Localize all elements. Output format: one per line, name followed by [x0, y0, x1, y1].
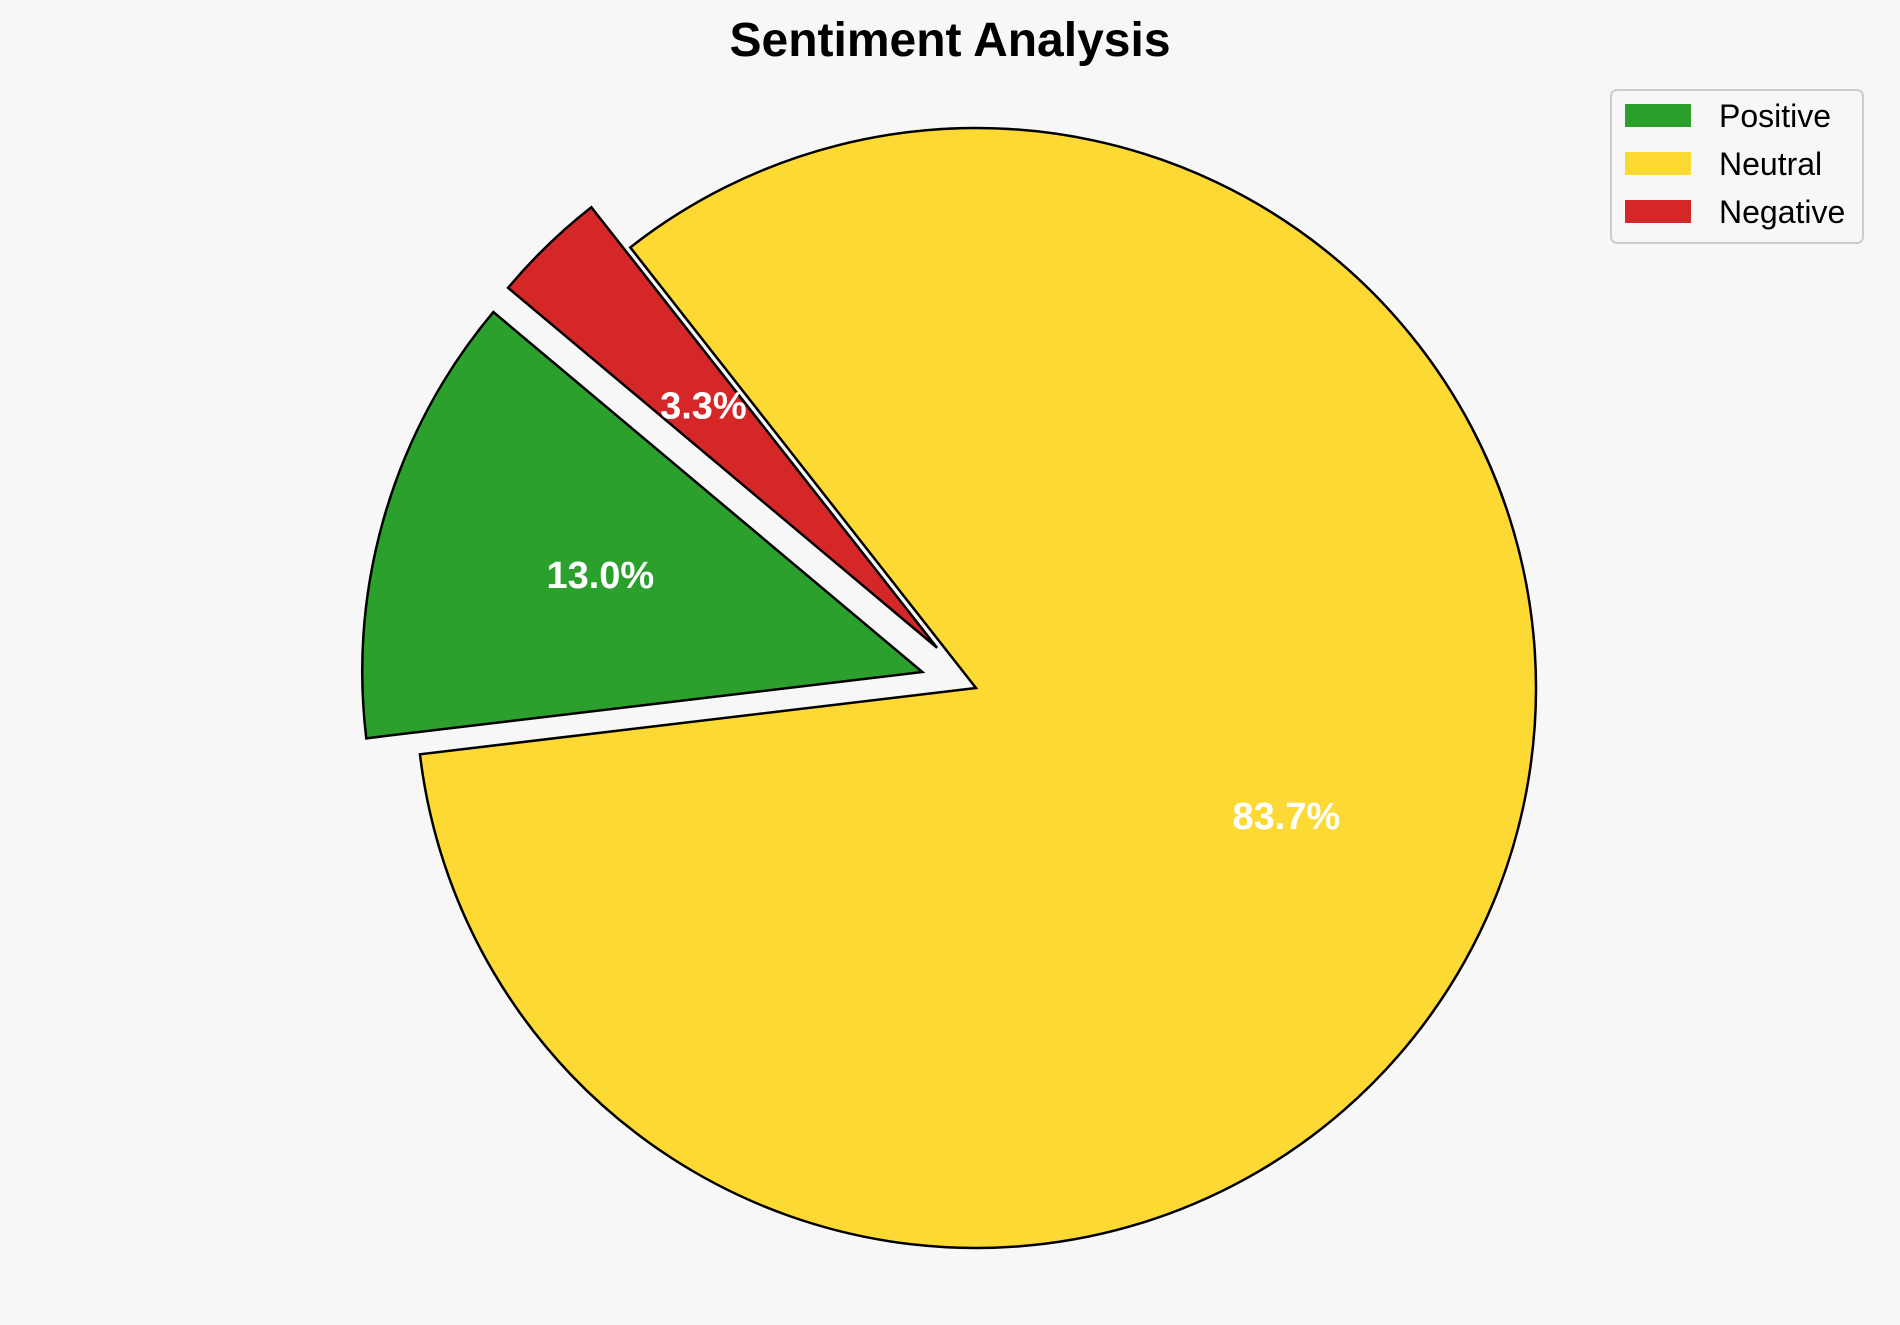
pie-slices — [361, 126, 1538, 1250]
chart-title: Sentiment Analysis — [729, 14, 1170, 67]
legend-label-positive: Positive — [1719, 98, 1831, 134]
legend-swatch-positive — [1625, 104, 1691, 127]
legend-label-negative: Negative — [1719, 194, 1845, 230]
pie-slice-positive — [361, 310, 926, 740]
pie-slice-labels: 13.0% 83.7% 3.3% — [546, 385, 1340, 837]
legend-swatch-negative — [1625, 200, 1691, 223]
legend-label-neutral: Neutral — [1719, 146, 1822, 182]
slice-label-neutral: 83.7% — [1232, 796, 1340, 838]
legend-swatch-neutral — [1625, 152, 1691, 175]
legend: Positive Neutral Negative — [1610, 89, 1864, 244]
pie-slice-negative — [506, 205, 939, 649]
slice-label-positive: 13.0% — [546, 555, 654, 597]
slice-label-negative: 3.3% — [660, 385, 747, 427]
pie-slice-neutral — [418, 126, 1538, 1250]
